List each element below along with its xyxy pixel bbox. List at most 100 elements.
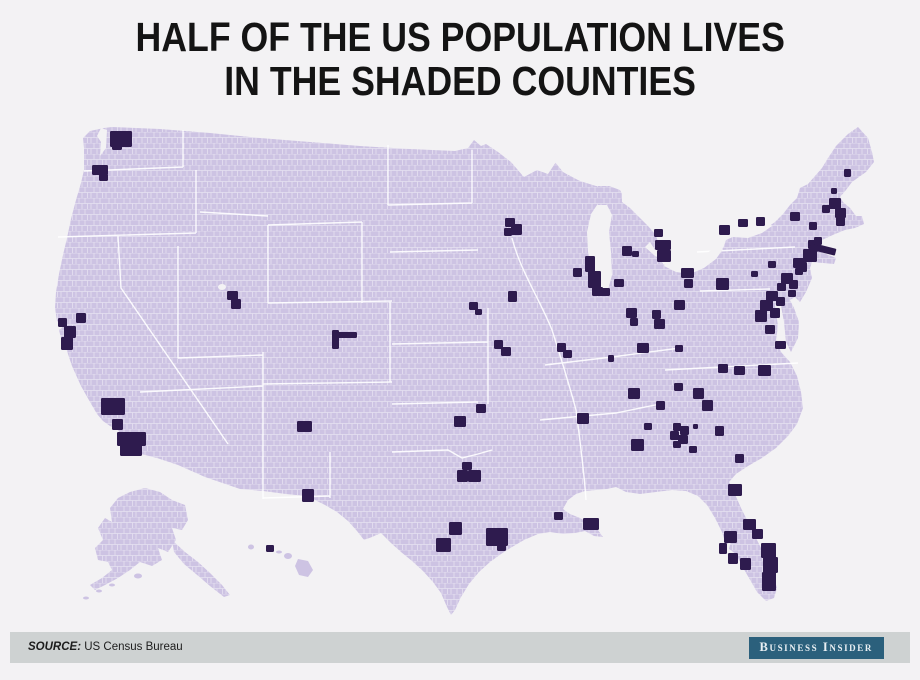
shaded-county-albany bbox=[790, 212, 800, 221]
shaded-county-long-island bbox=[812, 243, 837, 256]
shaded-county-augusta bbox=[689, 446, 697, 453]
shaded-county-austin-travis bbox=[449, 522, 462, 535]
shaded-county-fairfax-nova bbox=[755, 310, 767, 322]
shaded-county-worcester bbox=[822, 205, 830, 213]
hawaii bbox=[248, 544, 313, 577]
shaded-county-huntsville bbox=[644, 423, 652, 430]
source-value: US Census Bureau bbox=[84, 641, 183, 653]
shaded-county-brevard bbox=[752, 529, 763, 539]
shaded-county-allentown bbox=[768, 261, 776, 268]
shaded-county-denver-h bbox=[337, 332, 357, 338]
shaded-county-nyc bbox=[803, 249, 817, 262]
shaded-county-atlanta-2 bbox=[680, 426, 689, 435]
shaded-county-toledo bbox=[614, 279, 624, 287]
shaded-county-el-paso bbox=[302, 489, 314, 502]
shaded-county-dc-montgomery bbox=[760, 300, 773, 311]
shaded-county-charlotte bbox=[693, 388, 704, 399]
puget-sound bbox=[97, 128, 107, 156]
shaded-county-nyc-west bbox=[797, 262, 807, 272]
shaded-county-louisville bbox=[637, 343, 649, 353]
shaded-county-san-jose-santa-clara bbox=[61, 337, 73, 350]
shaded-county-fort-myers-lee bbox=[740, 558, 751, 570]
shaded-county-evansville bbox=[608, 355, 614, 362]
shaded-county-knoxville bbox=[674, 383, 683, 391]
shaded-county-new-orleans bbox=[583, 518, 599, 530]
shaded-county-galveston bbox=[497, 545, 506, 551]
shaded-county-houston-harris bbox=[486, 528, 508, 546]
lake-superior bbox=[486, 134, 626, 190]
shaded-county-miami-dade bbox=[762, 572, 776, 591]
kodiak-island bbox=[134, 573, 142, 579]
shaded-county-utah-county bbox=[231, 299, 241, 309]
shaded-county-lansing bbox=[632, 251, 639, 257]
shaded-county-albuquerque bbox=[297, 421, 312, 432]
shaded-county-milwaukee bbox=[585, 256, 595, 272]
shaded-county-indianapolis-south bbox=[630, 318, 638, 326]
shaded-county-fort-worth-tarrant bbox=[457, 470, 468, 482]
shaded-county-st-louis bbox=[557, 343, 566, 352]
lake-huron bbox=[622, 194, 665, 248]
shaded-county-atlanta-5 bbox=[673, 441, 681, 448]
aleutian-2 bbox=[96, 589, 102, 593]
shaded-county-portland-me bbox=[844, 169, 851, 177]
shaded-county-richmond bbox=[765, 325, 775, 334]
shaded-county-buffalo bbox=[719, 225, 730, 235]
title-line-1: HALF OF THE US POPULATION LIVES bbox=[135, 14, 785, 60]
shaded-county-greenville-sc bbox=[702, 400, 713, 411]
shaded-county-boston bbox=[829, 198, 841, 209]
state-borders bbox=[57, 130, 799, 501]
shaded-county-oakland-alameda bbox=[64, 326, 76, 338]
shaded-county-prince-georges bbox=[770, 308, 780, 318]
us-landmass bbox=[55, 127, 874, 615]
shaded-county-nashville bbox=[628, 388, 640, 399]
maui bbox=[284, 553, 292, 559]
shaded-county-portland-multnomah bbox=[92, 165, 108, 175]
shaded-county-orlando bbox=[743, 519, 756, 530]
shaded-county-sacramento bbox=[76, 313, 86, 323]
shaded-county-madison bbox=[573, 268, 582, 277]
shaded-county-sarasota bbox=[728, 553, 738, 564]
shaded-county-cleveland bbox=[681, 268, 694, 278]
shaded-county-pittsburgh bbox=[716, 278, 729, 290]
shaded-county-omaha bbox=[469, 302, 478, 310]
shaded-county-detroit-wayne bbox=[657, 250, 671, 262]
shaded-county-rochester bbox=[738, 219, 748, 227]
shaded-county-wilmington-de bbox=[788, 290, 796, 297]
shaded-county-columbus bbox=[674, 300, 685, 310]
shaded-county-los-angeles bbox=[101, 398, 125, 415]
shaded-county-minneapolis-south bbox=[504, 228, 512, 236]
shaded-county-virginia-beach bbox=[775, 341, 786, 349]
shaded-county-honolulu bbox=[266, 545, 274, 552]
shaded-county-st-paul-hennepin bbox=[511, 224, 522, 235]
shaded-county-san-diego-south bbox=[120, 444, 142, 456]
shaded-county-chattanooga bbox=[656, 401, 665, 410]
shaded-county-columbia-sc bbox=[715, 426, 724, 436]
kauai bbox=[248, 544, 254, 550]
shaded-county-lexington bbox=[675, 345, 683, 352]
shaded-county-baltimore bbox=[766, 291, 778, 301]
shaded-county-anne-arundel bbox=[776, 297, 785, 306]
shaded-county-tulsa bbox=[476, 404, 486, 413]
shaded-county-atlanta-1 bbox=[673, 423, 681, 431]
aleutian-1 bbox=[109, 583, 115, 587]
shaded-county-charleston-sc bbox=[735, 454, 744, 463]
shaded-county-tacoma-pierce bbox=[112, 144, 122, 150]
shaded-county-chicago-cook bbox=[588, 271, 601, 288]
shaded-county-oklahoma-city bbox=[454, 416, 466, 427]
source-label: SOURCE: bbox=[28, 641, 82, 653]
shaded-county-palm-beach bbox=[761, 543, 776, 558]
shaded-county-dallas bbox=[468, 470, 481, 482]
shaded-county-raleigh bbox=[758, 365, 771, 376]
shaded-county-tampa-hillsborough bbox=[724, 531, 737, 543]
shaded-county-harrisburg bbox=[751, 271, 758, 277]
page-title: HALF OF THE US POPULATION LIVES IN THE S… bbox=[0, 14, 920, 104]
shaded-county-atlanta-3 bbox=[670, 431, 679, 440]
alaska-mainland bbox=[90, 488, 188, 590]
title-line-2: IN THE SHADED COUNTIES bbox=[224, 57, 696, 104]
shaded-county-st-louis-east bbox=[563, 350, 572, 358]
shaded-county-san-antonio-bexar bbox=[436, 538, 451, 552]
shaded-county-durham bbox=[734, 366, 745, 375]
shaded-county-boston-south bbox=[835, 208, 846, 218]
shaded-county-dayton bbox=[652, 310, 661, 319]
shaded-county-seattle-king bbox=[110, 131, 132, 147]
